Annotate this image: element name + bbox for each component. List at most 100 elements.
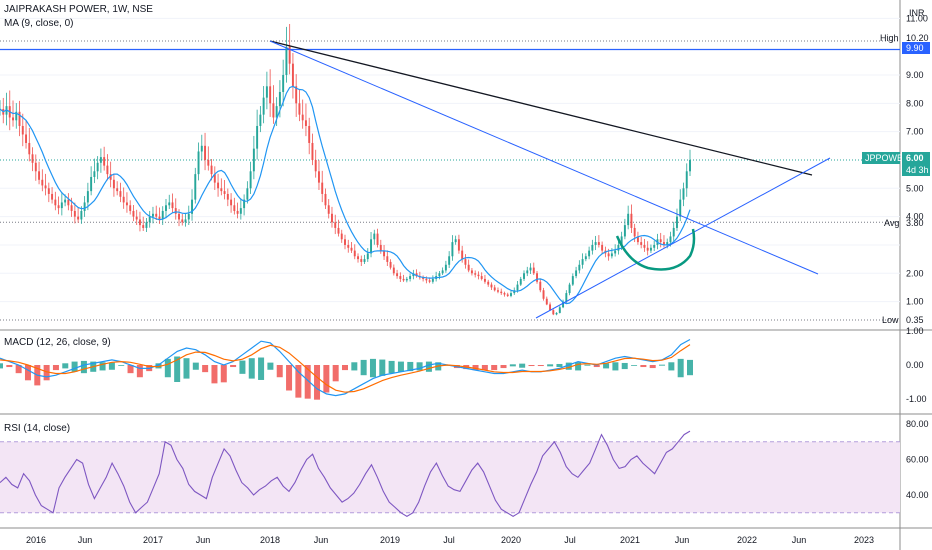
candle-body [106, 165, 109, 175]
macd-histogram-bar [332, 365, 339, 382]
candle-body [314, 159, 317, 172]
candle-body [425, 278, 428, 281]
candle-body [187, 213, 190, 220]
candlestick-series [0, 24, 691, 316]
candle-body [575, 270, 578, 277]
descending-trendline-blue[interactable] [269, 40, 819, 275]
macd-histogram-bar [258, 357, 265, 380]
candle-body [275, 106, 278, 118]
macd-histogram-bar [202, 365, 209, 373]
macd-histogram-bar [0, 363, 3, 369]
macd-histogram-bar [556, 363, 563, 368]
candle-body [295, 86, 298, 104]
macd-histogram-bar [668, 362, 675, 371]
candle-body [503, 293, 506, 295]
macd-histogram-bar [267, 362, 274, 370]
candle-body [588, 250, 591, 257]
macd-histogram-bar [565, 362, 572, 370]
candle-body [539, 281, 542, 291]
rsi-overbought-oversold-band [0, 441, 900, 513]
candle-body [464, 259, 467, 265]
macd-histogram-bar [388, 360, 395, 374]
candle-body [96, 162, 99, 172]
candle-body [64, 199, 67, 203]
candle-body [291, 63, 294, 87]
candle-body [350, 247, 353, 251]
candle-body [171, 202, 174, 209]
candle-body [565, 293, 568, 302]
candle-body [324, 193, 327, 206]
candle-body [25, 134, 28, 143]
rsi-legend: RSI (14, close) [4, 423, 70, 434]
candle-body [633, 227, 636, 237]
candle-body [217, 182, 220, 189]
candle-body [122, 196, 125, 203]
candle-body [562, 301, 565, 308]
macd-histogram-bar [43, 365, 50, 381]
last-ticker-background [862, 152, 900, 164]
macd-histogram-bar [155, 363, 162, 369]
candle-body [353, 250, 356, 257]
macd-histogram-bar [314, 365, 321, 400]
cup-pattern-drawing[interactable] [615, 228, 696, 271]
candle-body [526, 270, 529, 274]
candle-body [57, 205, 60, 209]
candle-body [552, 310, 555, 315]
candle-body [672, 227, 675, 237]
candle-body [536, 273, 539, 282]
candle-body [334, 222, 337, 228]
candle-body [444, 264, 447, 271]
time-axis-label: 2018 [260, 535, 280, 545]
candle-body [230, 199, 233, 206]
candle-body [376, 233, 379, 245]
time-axis-label: Jun [675, 535, 690, 545]
candle-body [308, 125, 311, 143]
macd-histogram-bar [491, 365, 498, 371]
candle-body [178, 213, 180, 220]
candle-body [301, 114, 304, 121]
descending-trendline-black[interactable] [269, 40, 813, 176]
candle-body [480, 276, 483, 279]
candle-body [259, 114, 262, 126]
candle-body [204, 145, 207, 160]
candle-body [31, 154, 34, 163]
candle-body [272, 103, 275, 118]
candle-body [682, 188, 685, 200]
candle-body [77, 216, 80, 220]
macd-histogram-bar [183, 358, 190, 379]
candle-body [60, 202, 63, 209]
macd-histogram-bar [481, 365, 488, 371]
candle-body [679, 199, 682, 217]
candle-body [649, 247, 652, 251]
candle-body [223, 191, 226, 194]
macd-line [0, 338, 691, 397]
avg-tag-value: 3.80 [906, 218, 924, 228]
macd-histogram-bar [528, 365, 535, 367]
macd-histogram-bar [472, 365, 479, 371]
macd-histogram-bar [276, 365, 283, 378]
candle-body [73, 210, 76, 217]
candle-body [158, 216, 161, 220]
candle-body [477, 274, 480, 277]
candle-body [213, 174, 216, 183]
macd-histogram-bar [509, 364, 516, 367]
macd-tick-label: -1.00 [906, 394, 927, 404]
candle-body [197, 151, 200, 175]
ascending-trendline-blue[interactable] [535, 157, 831, 319]
macd-histogram-bar [640, 365, 647, 368]
candle-body [529, 267, 532, 271]
macd-histogram-bar [295, 365, 302, 398]
time-axis-label: Jun [78, 535, 93, 545]
low-tag-value: 0.35 [906, 315, 924, 325]
candle-body [581, 259, 584, 265]
candle-body [288, 46, 291, 64]
macd-histogram-bar [659, 364, 666, 366]
low-tag: Low 0.35 [882, 315, 924, 325]
candle-body [357, 256, 359, 260]
candle-body [470, 270, 473, 274]
candle-body [116, 188, 119, 192]
macd-histogram-bar [6, 365, 13, 368]
candle-body [370, 239, 373, 254]
macd-histogram-bar [603, 363, 610, 369]
